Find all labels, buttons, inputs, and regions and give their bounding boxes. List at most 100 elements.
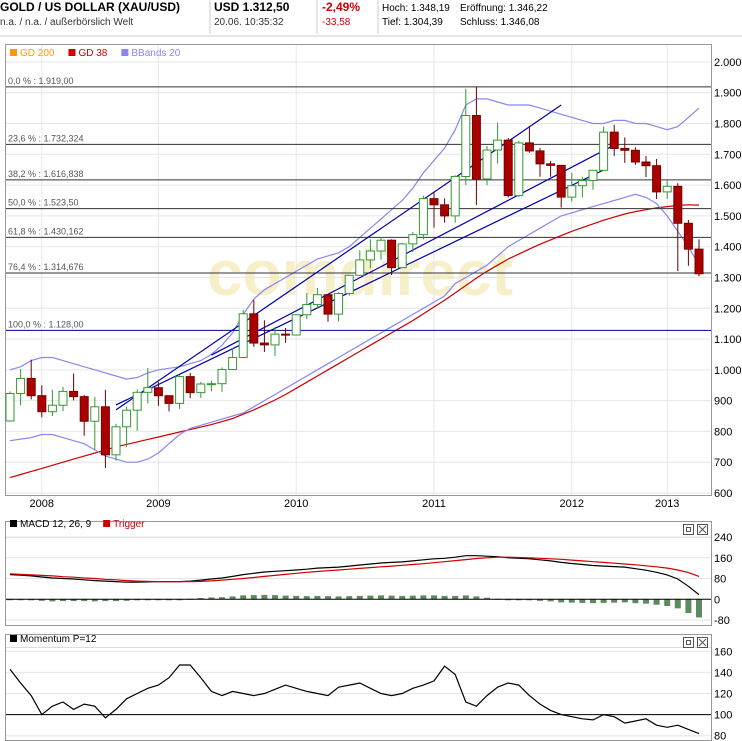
y-tick-label: 1.100 xyxy=(714,334,742,346)
histogram-bar xyxy=(81,599,88,602)
candle-body xyxy=(185,376,195,394)
histogram-bar xyxy=(356,595,363,600)
candle-body xyxy=(652,165,662,193)
candle-body xyxy=(175,376,185,404)
histogram-bar xyxy=(462,595,469,600)
candle-body xyxy=(493,139,503,151)
maximize-button[interactable] xyxy=(683,637,694,648)
y-tick-label: 1.400 xyxy=(714,242,742,254)
overlay-line xyxy=(9,204,700,479)
legend-swatch xyxy=(10,635,17,642)
candle-body xyxy=(291,314,301,336)
candle-body xyxy=(90,406,100,422)
candle-body xyxy=(16,377,26,395)
candle-body xyxy=(100,406,110,456)
candle-body xyxy=(620,147,630,151)
maximize-icon xyxy=(686,527,691,532)
candle-body xyxy=(408,234,418,245)
series-line xyxy=(9,556,700,583)
legend-swatch xyxy=(68,49,76,56)
change-pct: -2,49% xyxy=(322,0,360,14)
macd-panel xyxy=(5,521,712,626)
candle-body xyxy=(609,131,619,149)
x-tick-label: 2011 xyxy=(422,498,446,510)
fib-label: 38,2 % : 1.616,838 xyxy=(8,169,84,179)
y-tick-label: 1.200 xyxy=(714,303,742,315)
histogram-bar xyxy=(49,599,56,602)
legend-swatch xyxy=(103,520,111,527)
histogram-bar xyxy=(484,597,490,600)
histogram-bar xyxy=(282,595,289,600)
histogram-bar xyxy=(303,596,310,600)
candle-body xyxy=(588,169,598,181)
histogram-bar xyxy=(399,595,406,600)
y-tick-label: 100 xyxy=(714,710,732,722)
maximize-button[interactable] xyxy=(683,524,694,535)
histogram-bar xyxy=(579,599,586,603)
y-tick-label: 800 xyxy=(714,426,732,438)
y-tick-label: -80 xyxy=(714,615,730,627)
candle-body xyxy=(461,115,471,177)
histogram-bar xyxy=(367,595,374,600)
y-tick-label: 1.900 xyxy=(714,88,742,100)
histogram-bar xyxy=(558,599,565,603)
y-tick-label: 700 xyxy=(714,457,732,469)
histogram-bar xyxy=(325,596,331,600)
panel-buttons[interactable] xyxy=(683,524,708,648)
candle-body xyxy=(641,161,651,167)
candle-body xyxy=(37,395,47,413)
candle-body xyxy=(270,333,280,346)
candle-body xyxy=(599,131,609,171)
header xyxy=(0,0,742,36)
histogram-bar xyxy=(537,599,543,601)
high: Hoch: 1.348,19 xyxy=(382,3,450,14)
candle-body xyxy=(662,185,672,193)
histogram-bar xyxy=(38,599,45,601)
y-tick-label: 1.000 xyxy=(714,365,742,377)
histogram-bar xyxy=(409,595,416,600)
y-tick-label: 600 xyxy=(714,488,732,500)
histogram-bar xyxy=(346,596,353,600)
histogram-bar xyxy=(240,595,247,600)
fib-label: 76,4 % : 1.314,676 xyxy=(8,262,84,272)
candle-body xyxy=(217,369,227,385)
series-line xyxy=(9,555,700,596)
histogram-bar xyxy=(388,595,395,600)
candle-body xyxy=(164,395,174,404)
candle-body xyxy=(546,163,556,166)
fib-label: 61,8 % : 1.430,162 xyxy=(8,226,84,236)
candle-body xyxy=(397,243,407,269)
candle-body xyxy=(673,185,683,224)
histogram-bar xyxy=(102,599,109,602)
legend-label: GD 38 xyxy=(78,48,107,59)
trendline xyxy=(115,169,604,406)
candle-body xyxy=(122,409,132,428)
histogram-bar xyxy=(526,599,533,601)
maximize-icon xyxy=(686,640,691,645)
candle-body xyxy=(440,204,450,217)
histogram-bar xyxy=(335,596,342,600)
instrument-title: GOLD / US DOLLAR (XAU/USD) xyxy=(0,0,180,14)
histogram-bar xyxy=(70,599,77,602)
candle-body xyxy=(238,313,248,359)
candle-body xyxy=(5,393,15,422)
candle-body xyxy=(376,239,386,252)
y-tick-label: 120 xyxy=(714,689,732,701)
histogram-bar xyxy=(28,599,35,601)
candle-body xyxy=(249,313,259,344)
candle-body xyxy=(365,250,375,261)
open: Eröffnung: 1.346,22 xyxy=(460,3,548,14)
candle-body xyxy=(26,377,36,397)
candle-body xyxy=(143,387,153,393)
legend-label: MACD 12, 26, 9 xyxy=(20,519,92,530)
candle-body xyxy=(450,175,460,217)
close-icon xyxy=(698,638,707,647)
y-tick-label: 80 xyxy=(714,731,726,741)
histogram-bar xyxy=(208,597,215,600)
histogram-bar xyxy=(293,595,300,600)
y-tick-label: 1.700 xyxy=(714,149,742,161)
histogram-bar xyxy=(113,599,119,602)
candle-body xyxy=(302,304,312,316)
